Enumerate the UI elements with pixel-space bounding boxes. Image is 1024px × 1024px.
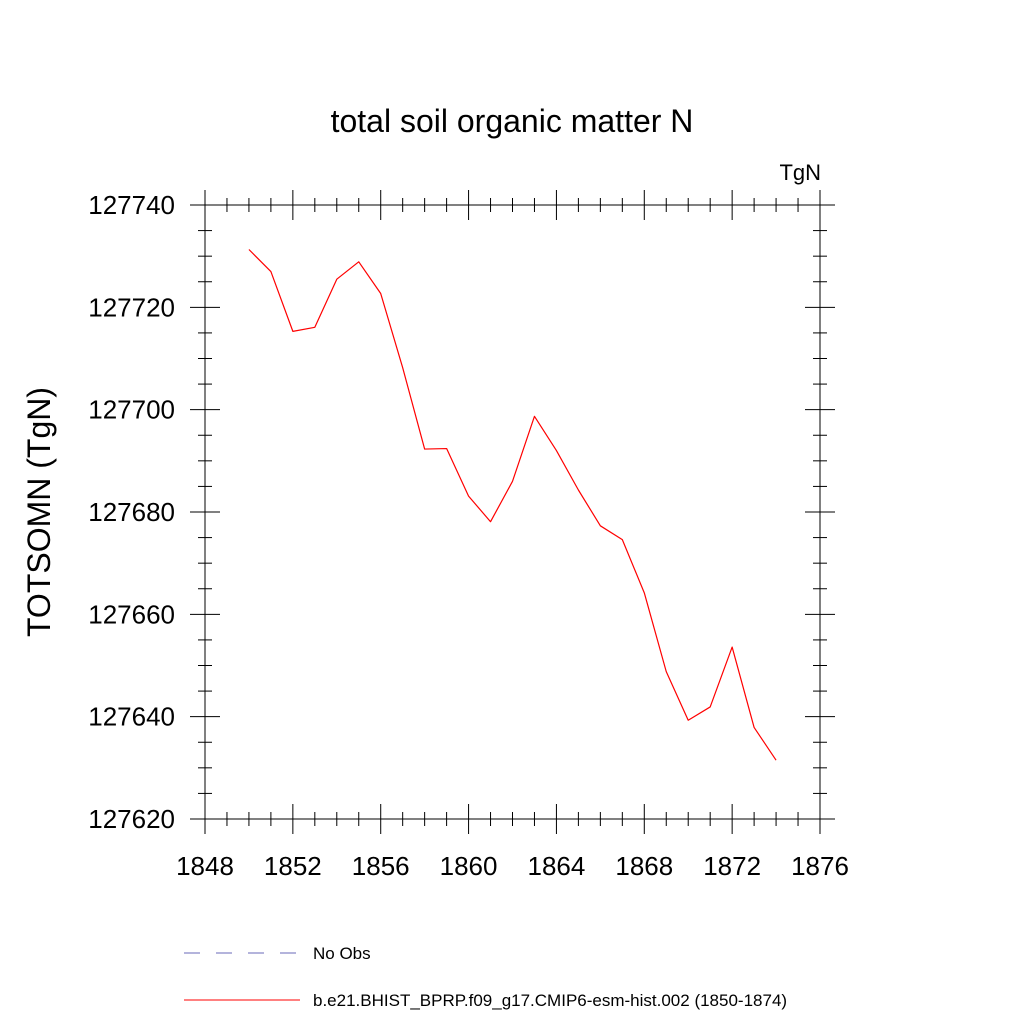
units-label: TgN (779, 160, 821, 185)
x-tick-label: 1864 (528, 851, 586, 881)
y-axis-label: TOTSOMN (TgN) (21, 387, 57, 637)
series-layer (248, 249, 777, 761)
x-tick-label: 1860 (440, 851, 498, 881)
x-tick-label: 1876 (791, 851, 849, 881)
x-tick-label: 1868 (615, 851, 673, 881)
legend-label-model: b.e21.BHIST_BPRP.f09_g17.CMIP6-esm-hist.… (313, 991, 787, 1010)
x-tick-label: 1856 (352, 851, 410, 881)
plot-frame (204, 204, 821, 820)
chart-title: total soil organic matter N (331, 103, 694, 139)
y-tick-label: 127740 (88, 190, 175, 220)
x-tick-label: 1848 (176, 851, 234, 881)
x-tick-label: 1872 (703, 851, 761, 881)
tick-labels: 1848 1852 1856 1860 1864 1868 1872 1876 127620 12… (88, 190, 849, 881)
legend-label-no-obs: No Obs (313, 944, 371, 963)
y-tick-label: 127620 (88, 804, 175, 834)
y-tick-label: 127680 (88, 497, 175, 527)
y-tick-label: 127660 (88, 599, 175, 629)
axis-ticks (190, 190, 835, 834)
x-tick-label: 1852 (264, 851, 322, 881)
legend: No Obs b.e21.BHIST_BPRP.f09_g17.CMIP6-es… (184, 944, 787, 1010)
y-tick-label: 127640 (88, 702, 175, 732)
series-line (248, 249, 777, 761)
y-tick-label: 127720 (88, 292, 175, 322)
y-tick-label: 127700 (88, 395, 175, 425)
